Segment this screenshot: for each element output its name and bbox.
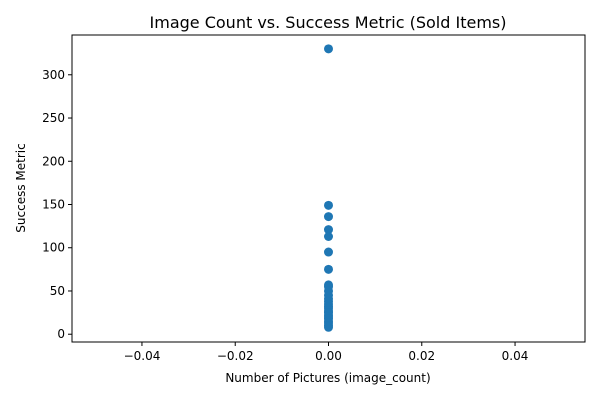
x-axis-title: Number of Pictures (image_count)	[225, 371, 430, 385]
y-axis: 0 50 100 150 200 250 300	[42, 68, 72, 341]
y-axis-title: Success Metric	[14, 143, 28, 232]
x-axis: −0.04 −0.02 0.00 0.02 0.04	[124, 342, 529, 363]
data-point	[324, 200, 333, 210]
data-point	[324, 212, 333, 222]
x-tick-label: 0.00	[315, 349, 342, 363]
x-tick-label: 0.04	[502, 349, 529, 363]
data-point	[324, 247, 333, 257]
y-tick-label: 50	[50, 284, 65, 298]
x-tick-label: −0.02	[217, 349, 254, 363]
y-tick-label: 150	[42, 197, 65, 211]
y-tick-label: 200	[42, 154, 65, 168]
data-point	[324, 44, 333, 54]
y-tick-label: 250	[42, 111, 65, 125]
y-tick-label: 300	[42, 68, 65, 82]
data-points	[324, 44, 333, 332]
data-point	[324, 225, 333, 235]
y-tick-label: 100	[42, 241, 65, 255]
x-tick-label: −0.04	[124, 349, 161, 363]
data-point	[324, 231, 333, 241]
data-point	[324, 322, 333, 332]
y-tick-label: 0	[57, 327, 65, 341]
x-tick-label: 0.02	[408, 349, 435, 363]
chart-title: Image Count vs. Success Metric (Sold Ite…	[150, 13, 507, 32]
data-point	[324, 264, 333, 274]
